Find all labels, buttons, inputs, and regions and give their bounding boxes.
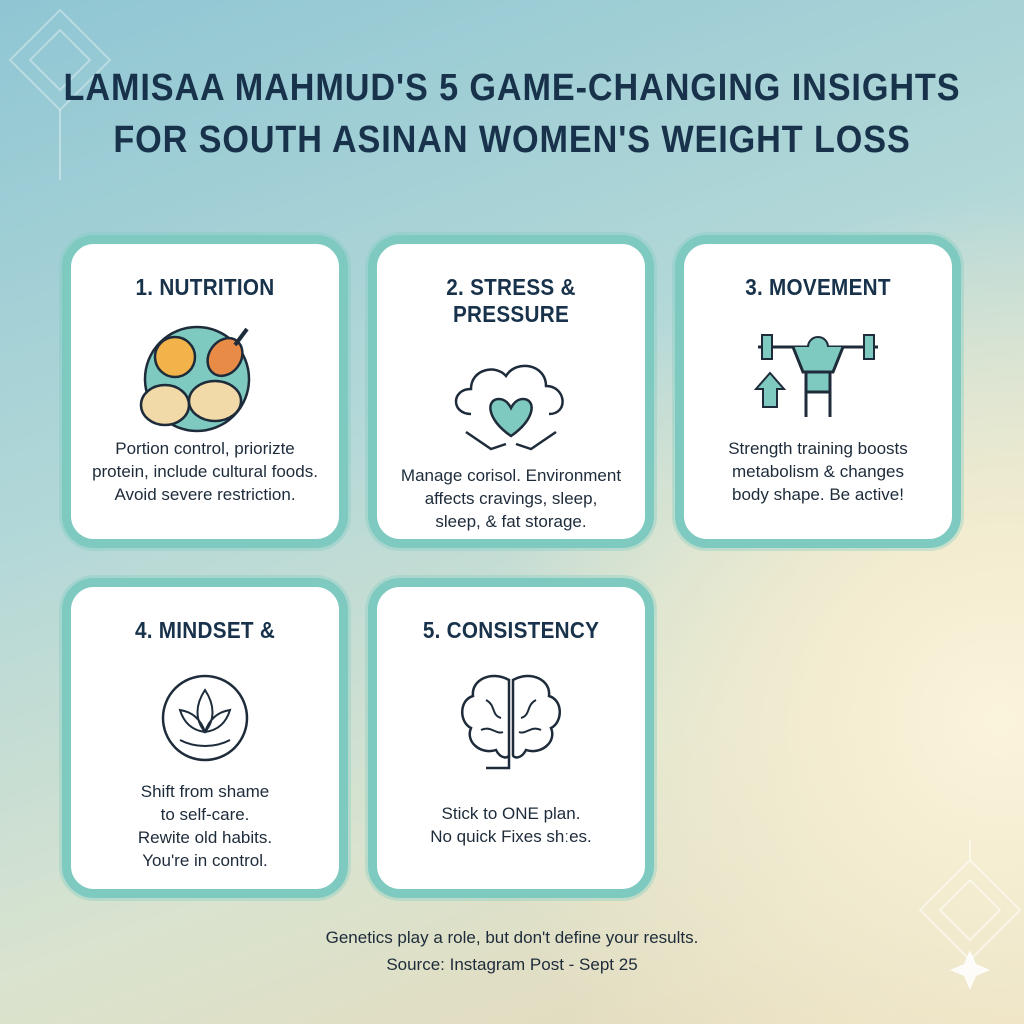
- card-text: Stick to ONE plan. No quick Fixes shːes.: [430, 804, 592, 846]
- card-text: Strength training boosts metabolism & cha…: [728, 439, 908, 504]
- geometric-pattern-icon: [8, 8, 112, 180]
- card-movement: 3. MOVEMENT Strength training boosts meta…: [675, 235, 961, 548]
- page-title: LAMISAA MAHMUD'S 5 GAME-CHANGING INSIGHT…: [51, 62, 973, 166]
- lotus-icon: [161, 674, 249, 762]
- food-plate-icon: [139, 325, 251, 433]
- weightlifter-icon: [753, 334, 878, 417]
- card-text: Portion control, priorizte protein, inclu…: [92, 439, 318, 504]
- card-text: Manage corisol. Environment affects cravi…: [400, 466, 622, 531]
- card-stress: 2. STRESS & PRESSURE Manage corisol. Env…: [368, 235, 654, 548]
- card-heading: 2. STRESS & PRESSURE: [446, 274, 576, 327]
- card-consistency: 5. CONSISTENCY Stick to ONE plan. No quic…: [368, 578, 654, 898]
- card-nutrition: 1. NUTRITION Portion control, priorizte p…: [62, 235, 348, 548]
- geometric-pattern-icon: [918, 840, 1022, 990]
- footer-source: Source: Instagram Post - Sept 25: [386, 955, 638, 974]
- title-line-2: FOR SOUTH ASINAN WOMEN'S WEIGHT LOSS: [113, 119, 911, 161]
- card-text: Shift from shame to self-care. Rewite old …: [137, 782, 273, 870]
- card-heading: 1. NUTRITION: [135, 274, 275, 300]
- brain-icon: [461, 674, 561, 770]
- card-heading: 5. CONSISTENCY: [422, 617, 600, 643]
- footer-note: Genetics play a role, but don't define y…: [325, 928, 699, 947]
- cloud-heart-hands-icon: [454, 364, 564, 451]
- card-heading: 4. MINDSET &: [134, 617, 276, 643]
- card-mindset: 4. MINDSET & Shift from shame to self-car…: [62, 578, 348, 898]
- title-line-1: LAMISAA MAHMUD'S 5 GAME-CHANGING INSIGHT…: [63, 67, 961, 109]
- card-heading: 3. MOVEMENT: [745, 274, 891, 300]
